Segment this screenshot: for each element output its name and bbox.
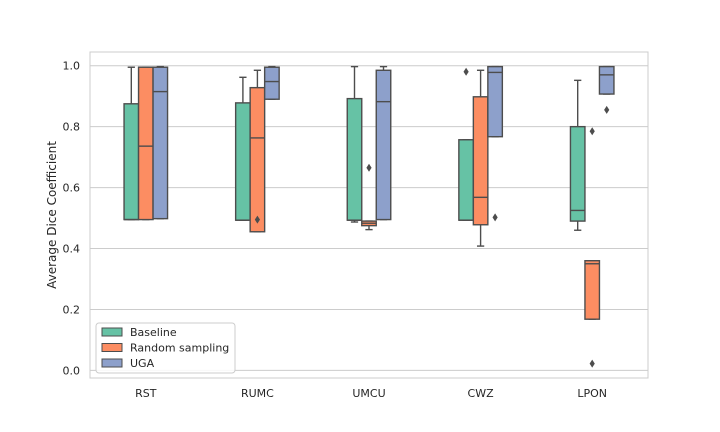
legend-swatch <box>101 358 123 368</box>
y-axis-ticks: 0.0 0.2 0.4 0.6 0.8 1.0 <box>63 60 81 378</box>
box-iqr <box>584 260 601 320</box>
x-tick-label: CWZ <box>468 387 495 400</box>
box-iqr <box>458 139 475 221</box>
flier-point <box>366 163 372 172</box>
box-iqr <box>234 102 251 221</box>
box <box>346 65 363 223</box>
y-tick-label: 0.0 <box>63 364 81 377</box>
box-iqr <box>152 66 169 220</box>
flier-point <box>589 359 595 368</box>
legend-label: Random sampling <box>130 342 229 355</box>
box-iqr <box>346 97 363 221</box>
box <box>598 65 615 114</box>
box-iqr <box>123 103 140 221</box>
flier-point <box>492 213 498 222</box>
legend-swatch <box>101 343 123 352</box>
y-tick-label: 0.2 <box>63 303 81 316</box>
y-tick-label: 1.0 <box>63 60 81 73</box>
x-tick-label: RUMC <box>241 387 274 400</box>
series-baseline <box>123 65 586 231</box>
box <box>472 69 489 247</box>
legend-swatch <box>101 327 123 337</box>
box <box>375 65 392 221</box>
box-iqr <box>137 66 154 221</box>
y-tick-label: 0.6 <box>63 182 81 195</box>
series-random-sampling <box>137 66 601 368</box>
box <box>249 69 266 233</box>
flier-point <box>589 127 595 136</box>
x-tick-label: UMCU <box>352 387 385 400</box>
flier-point <box>463 67 469 76</box>
box <box>234 76 251 221</box>
box <box>487 65 504 222</box>
box <box>361 163 377 231</box>
box-iqr <box>598 65 615 95</box>
legend-frame <box>95 322 236 374</box>
series-uga <box>152 65 615 222</box>
y-tick-label: 0.4 <box>63 243 81 256</box>
box <box>263 65 280 100</box>
x-tick-label: LPON <box>577 387 607 400</box>
box-iqr <box>263 66 280 100</box>
box-iqr <box>472 96 489 226</box>
x-axis-ticks: RST RUMC UMCU CWZ LPON <box>135 387 607 400</box>
flier-point <box>604 105 610 114</box>
box <box>584 127 601 368</box>
y-tick-label: 0.8 <box>63 121 81 134</box>
y-axis-label: Average Dice Coefficient <box>45 141 59 289</box>
box <box>137 66 154 221</box>
box-iqr <box>375 69 392 221</box>
box-iqr <box>487 65 504 138</box>
box-iqr <box>249 86 266 233</box>
flier-point <box>254 215 260 224</box>
legend: Baseline Random sampling UGA <box>95 322 236 374</box>
legend-label: UGA <box>130 357 155 370</box>
box <box>569 79 586 231</box>
box-series <box>123 65 615 368</box>
box-iqr <box>569 125 586 222</box>
box <box>152 65 169 220</box>
legend-label: Baseline <box>130 326 177 339</box>
x-tick-label: RST <box>135 387 157 400</box>
